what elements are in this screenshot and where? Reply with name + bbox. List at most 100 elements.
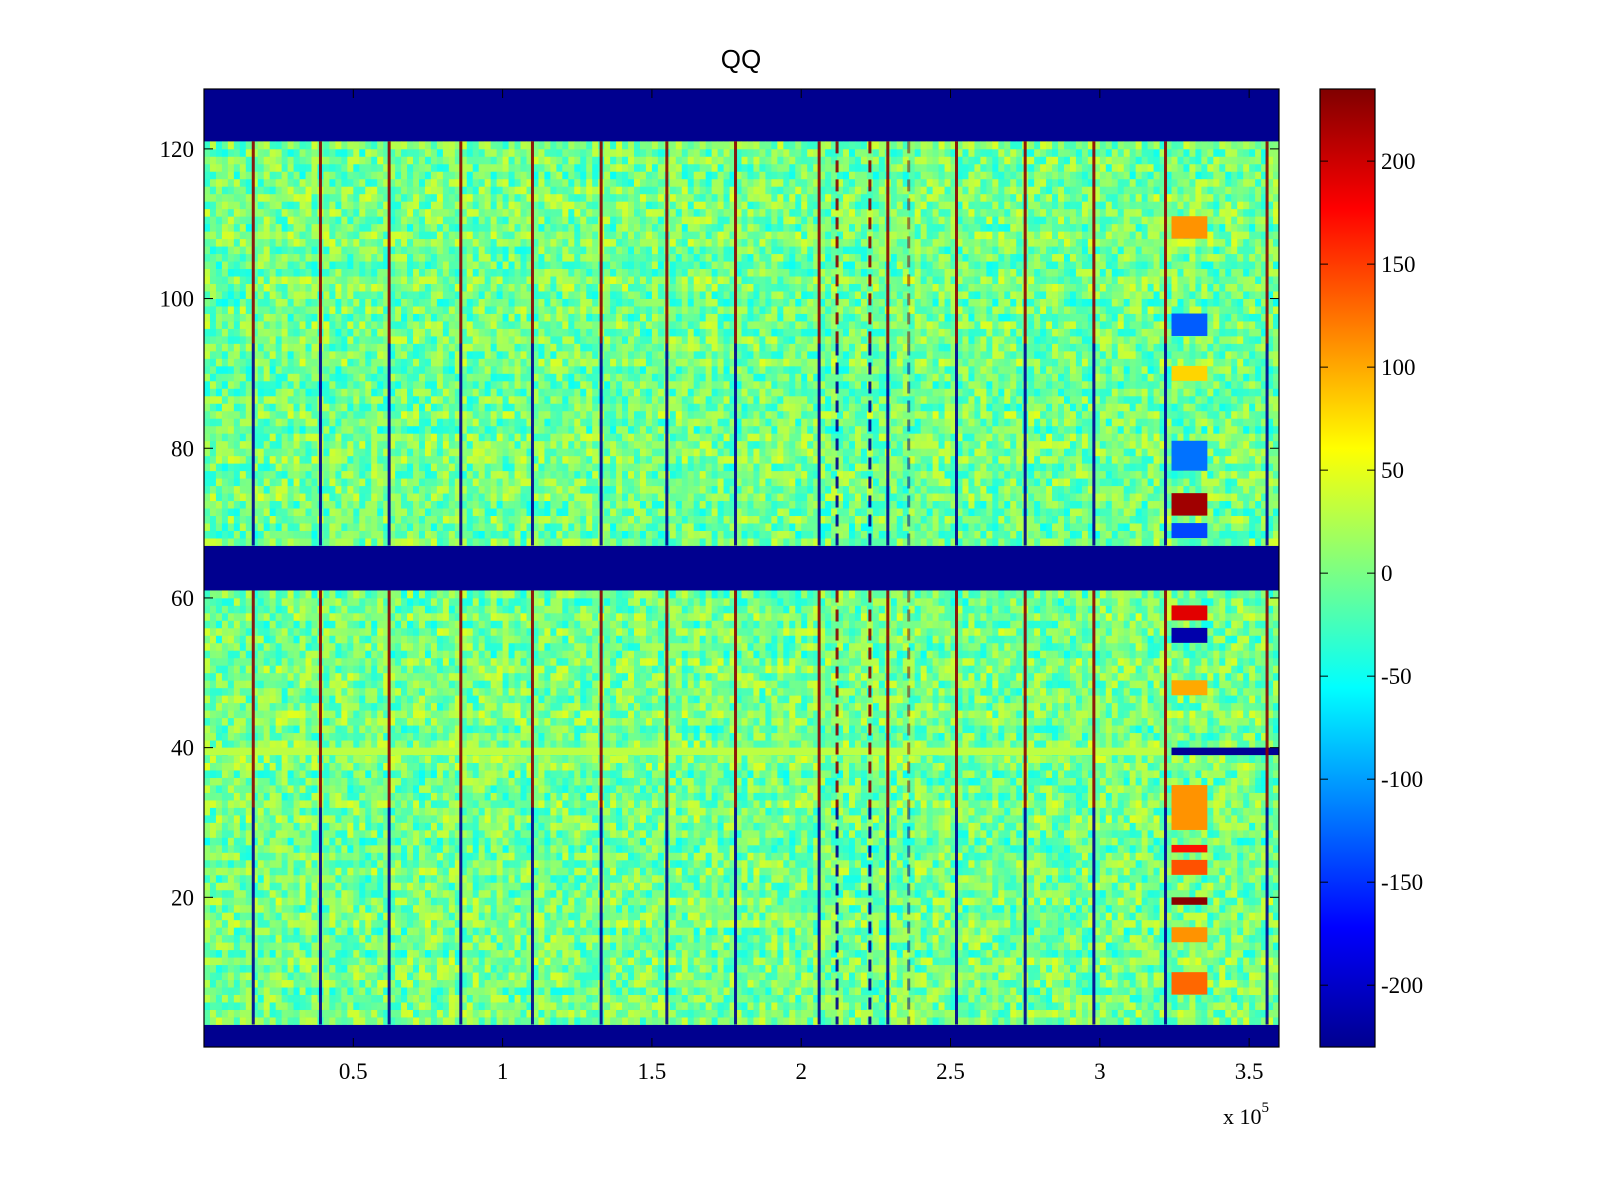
- heatmap-cell: [890, 874, 898, 883]
- heatmap-cell: [878, 957, 886, 966]
- heatmap-cell: [998, 934, 1005, 943]
- heatmap-cell: [1052, 904, 1059, 913]
- heatmap-cell: [472, 874, 480, 883]
- heatmap-cell: [783, 874, 790, 883]
- heatmap-cell: [245, 904, 253, 913]
- heatmap-cell: [872, 867, 880, 876]
- heatmap-cell: [454, 987, 462, 996]
- heatmap-cell: [1016, 852, 1023, 861]
- heatmap-cell: [532, 859, 539, 868]
- heatmap-cell: [311, 897, 318, 906]
- heatmap-cell: [1159, 837, 1166, 846]
- heatmap-cell: [872, 874, 880, 883]
- heatmap-cell: [562, 874, 569, 883]
- heatmap-cell: [1243, 904, 1250, 913]
- heatmap-cell: [1231, 1009, 1238, 1018]
- heatmap-cell: [1105, 904, 1113, 913]
- heatmap-cell: [263, 859, 271, 868]
- heatmap-cell: [466, 1009, 474, 1018]
- heatmap-cell: [1040, 822, 1047, 831]
- heatmap-cell: [209, 994, 217, 1003]
- heatmap-cell: [759, 949, 766, 958]
- heatmap-cell: [323, 957, 330, 966]
- heatmap-cell: [496, 987, 504, 996]
- heatmap-cell: [837, 987, 844, 996]
- heatmap-cell: [890, 904, 898, 913]
- heatmap-cell: [1135, 897, 1143, 906]
- heatmap-cell: [245, 912, 253, 921]
- heatmap-cell: [843, 1009, 850, 1018]
- heatmap-cell: [634, 859, 641, 868]
- heatmap-cell: [592, 919, 599, 928]
- heatmap-cell: [1231, 1017, 1238, 1025]
- heatmap-cell: [735, 1017, 742, 1025]
- heatmap-cell: [269, 934, 277, 943]
- heatmap-cell: [287, 912, 294, 921]
- heatmap-cell: [335, 897, 342, 906]
- heatmap-cell: [1153, 1017, 1160, 1025]
- heatmap-cell: [383, 919, 390, 928]
- heatmap-cell: [377, 852, 384, 861]
- heatmap-cell: [311, 934, 318, 943]
- heatmap-cell: [1255, 904, 1262, 913]
- heatmap-cell: [759, 897, 766, 906]
- heatmap-cell: [735, 979, 742, 988]
- heatmap-cell: [681, 844, 689, 853]
- heatmap-cell: [562, 972, 569, 981]
- heatmap-cell: [1231, 919, 1238, 928]
- heatmap-cell: [556, 927, 563, 936]
- heatmap-cell: [526, 874, 533, 883]
- heatmap-cell: [1207, 987, 1214, 996]
- heatmap-cell: [1171, 1009, 1178, 1018]
- heatmap-cell: [622, 1017, 629, 1025]
- heatmap-cell: [281, 904, 289, 913]
- heatmap-cell: [950, 822, 957, 831]
- heatmap-cell: [1129, 867, 1137, 876]
- heatmap-cell: [723, 859, 730, 868]
- heatmap-cell: [401, 987, 408, 996]
- heatmap-cell: [765, 897, 772, 906]
- heatmap-cell: [419, 837, 426, 846]
- heatmap-cell: [657, 829, 665, 838]
- heatmap-cell: [1213, 837, 1220, 846]
- heatmap-cell: [1046, 822, 1053, 831]
- heatmap-cell: [311, 942, 318, 951]
- heatmap-cell: [454, 844, 462, 853]
- heatmap-cell: [1129, 979, 1137, 988]
- heatmap-cell: [986, 867, 993, 876]
- heatmap-cell: [311, 912, 318, 921]
- heatmap-cell: [860, 852, 868, 861]
- heatmap-cell: [622, 949, 629, 958]
- heatmap-cell: [860, 882, 868, 891]
- heatmap-cell: [1087, 829, 1095, 838]
- heatmap-cell: [1046, 844, 1053, 853]
- heatmap-cell: [890, 1017, 898, 1025]
- heatmap-cell: [1046, 979, 1053, 988]
- heatmap-cell: [496, 934, 504, 943]
- heatmap-cell: [1237, 852, 1244, 861]
- heatmap-cell: [878, 874, 886, 883]
- heatmap-cell: [377, 829, 384, 838]
- heatmap-cell: [263, 1009, 271, 1018]
- heatmap-cell: [1123, 979, 1131, 988]
- heatmap-cell: [687, 957, 695, 966]
- heatmap-cell: [681, 927, 689, 936]
- heatmap-cell: [1135, 867, 1143, 876]
- heatmap-cell: [1069, 994, 1077, 1003]
- heatmap-cell: [562, 837, 569, 846]
- heatmap-cell: [1219, 1002, 1226, 1010]
- heatmap-cell: [1135, 979, 1143, 988]
- heatmap-cell: [1099, 889, 1107, 898]
- heatmap-cell: [1243, 942, 1250, 951]
- heatmap-cell: [365, 964, 372, 973]
- heatmap-cell: [604, 897, 611, 906]
- heatmap-cell: [496, 874, 504, 883]
- heatmap-cell: [365, 882, 372, 891]
- heatmap-cell: [908, 1009, 916, 1018]
- heatmap-cell: [968, 972, 975, 981]
- heatmap-cell: [472, 949, 480, 958]
- heatmap-cell: [1159, 859, 1166, 868]
- heatmap-cell: [825, 972, 832, 981]
- heatmap-cell: [1064, 874, 1071, 883]
- heatmap-cell: [269, 814, 277, 823]
